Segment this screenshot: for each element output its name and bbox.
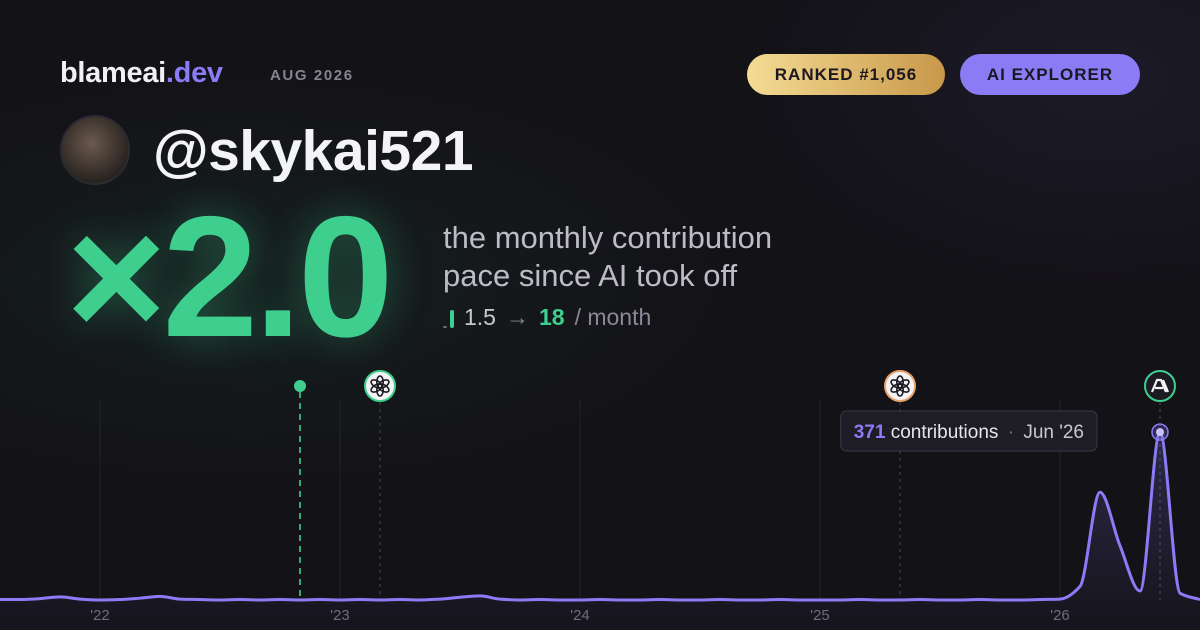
description: the monthly contribution: [443, 220, 773, 255]
tooltip-text: 371 contributions · Jun '26: [854, 422, 1084, 443]
tooltip-separator: ·: [1008, 422, 1014, 443]
multiplier: ×2.0: [66, 181, 394, 373]
rank-badge: RANKED #1,056: [747, 54, 945, 95]
pace-after: 18: [538, 304, 565, 330]
marker-dot: [294, 380, 306, 392]
marker-badge: [1144, 370, 1176, 402]
avatar: [60, 115, 130, 185]
line: [0, 430, 1200, 602]
tooltip-box: [840, 410, 1098, 452]
pace-unit: / month: [574, 304, 652, 330]
openai-petal: [370, 379, 383, 389]
pace-before: 1.5: [464, 304, 496, 330]
date: AUG 2026: [270, 67, 354, 84]
brand-name: blameai: [60, 57, 166, 89]
description: pace since AI took off: [443, 258, 738, 293]
brand-suffix: .dev: [165, 57, 223, 89]
tooltip-label: contributions: [891, 422, 999, 443]
openai-petal: [890, 379, 903, 389]
pace-icon: [443, 308, 454, 328]
tooltip-value: 371: [854, 422, 886, 443]
anthropic-logo: [1150, 378, 1170, 393]
pace: 1.5 → 18 / month: [443, 304, 651, 331]
highlight-point: [1156, 428, 1164, 437]
tier-badge: AI EXPLORER: [960, 54, 1140, 95]
pace-arrow: →: [505, 304, 529, 330]
marker-badge: [364, 370, 396, 402]
marker-badge: [884, 370, 916, 402]
tooltip-date: Jun '26: [1023, 422, 1084, 443]
line-area: [0, 432, 1200, 630]
brand: blameai.dev: [60, 57, 223, 90]
handle: @skykai521: [153, 119, 474, 183]
